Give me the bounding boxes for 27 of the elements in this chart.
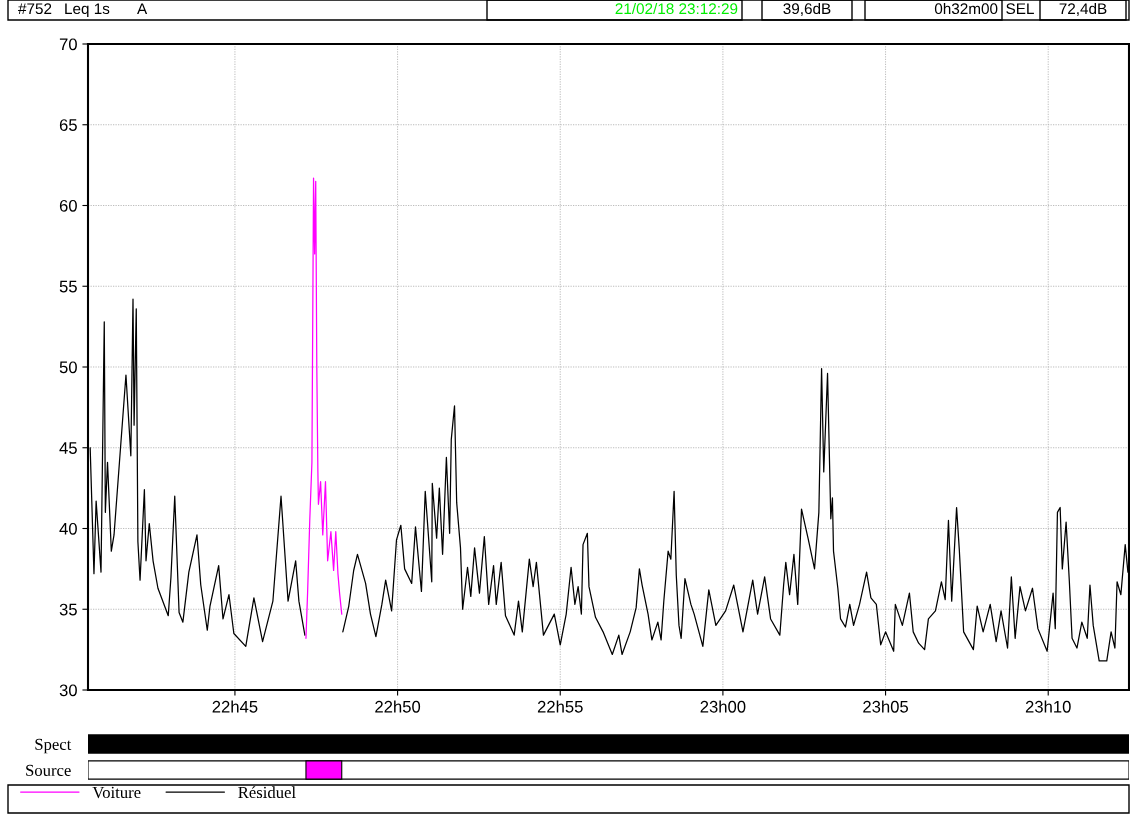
- y-tick-label: 35: [59, 603, 77, 616]
- y-tick-label: 60: [59, 199, 77, 212]
- y-tick-label: 70: [59, 38, 77, 51]
- text: 72,4dB: [1059, 2, 1107, 16]
- text: 0h32m00: [934, 2, 998, 15]
- x-tick-label: 22h50: [375, 700, 421, 713]
- y-tick-label: 55: [59, 280, 77, 293]
- text: 39,6dB: [783, 2, 831, 16]
- y-tick-label: 30: [59, 684, 77, 697]
- text: SEL: [1006, 3, 1034, 15]
- legend-label: Résiduel: [238, 786, 296, 799]
- y-tick-label: 40: [59, 522, 77, 535]
- x-tick-label: 23h00: [700, 700, 746, 713]
- y-tick-label: 65: [59, 119, 77, 131]
- text: #752: [18, 3, 52, 15]
- text: 21/02/18 23:12:29: [615, 2, 738, 15]
- x-tick-label: 23h05: [863, 700, 909, 713]
- x-tick-label: 23h10: [1025, 700, 1071, 713]
- legend-label: Voiture: [92, 786, 141, 799]
- category-label: Spect: [35, 738, 72, 754]
- text: A: [137, 3, 148, 14]
- category-label: Source: [26, 764, 71, 776]
- x-tick-label: 22h45: [212, 700, 258, 713]
- text: Leq 1s: [65, 3, 110, 18]
- y-tick-label: 45: [59, 442, 77, 454]
- y-tick-label: 50: [59, 361, 77, 374]
- x-tick-label: 22h55: [537, 700, 583, 713]
